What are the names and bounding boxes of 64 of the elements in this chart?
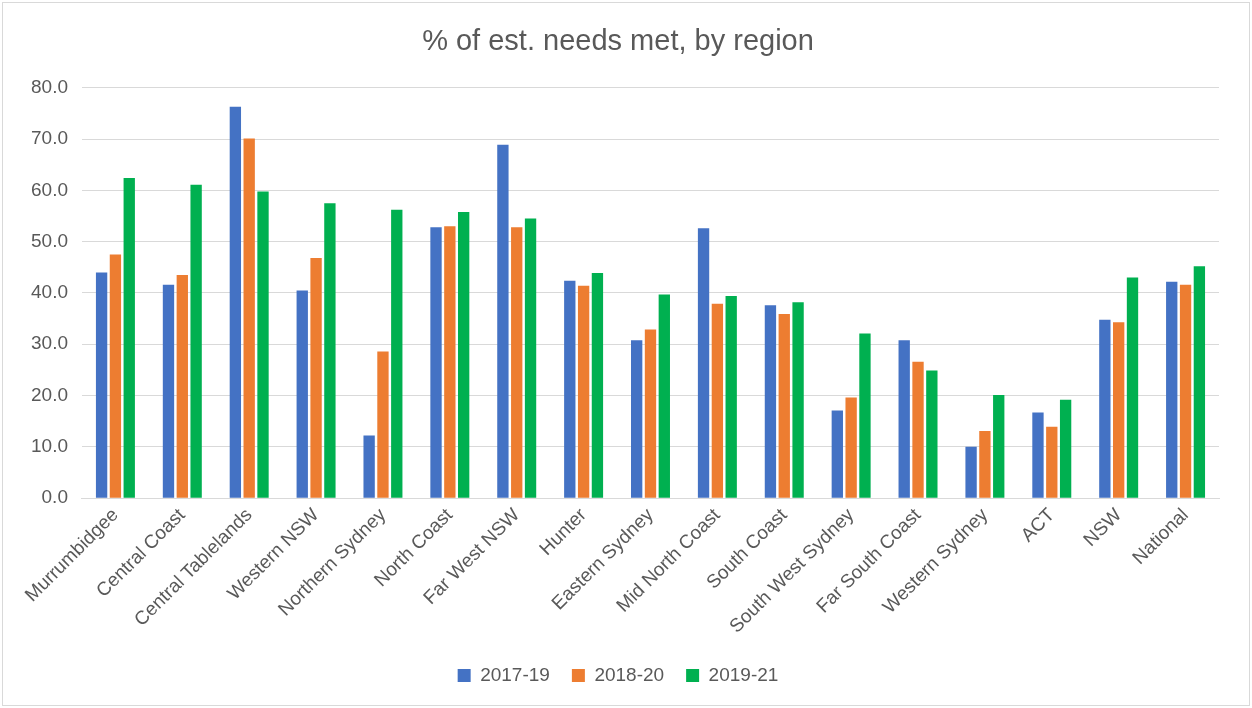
bar [229, 106, 242, 498]
y-tick-label: 30.0 [31, 332, 68, 354]
bar [377, 351, 389, 498]
bar [859, 333, 871, 498]
bar [792, 302, 804, 498]
bar [778, 314, 790, 498]
y-tick-label: 40.0 [31, 281, 68, 303]
bar [711, 303, 724, 498]
bar [831, 410, 843, 498]
bar [363, 435, 375, 498]
legend-label: 2018-20 [594, 663, 665, 685]
bar [123, 178, 135, 498]
bar [912, 361, 924, 498]
bar [1059, 399, 1072, 498]
legend-label: 2019-21 [708, 663, 779, 685]
bar [993, 395, 1005, 498]
bar [176, 275, 188, 498]
bar [1113, 322, 1125, 498]
y-tick-label: 80.0 [31, 76, 68, 98]
bar [725, 296, 737, 498]
chart-title: % of est. needs met, by region [422, 24, 814, 57]
bar [926, 370, 938, 498]
bar [310, 258, 322, 498]
bar [1099, 319, 1111, 498]
bar [243, 138, 255, 498]
bar [979, 430, 991, 498]
bar [190, 184, 202, 498]
bar [658, 294, 670, 498]
bar [1193, 266, 1206, 498]
bar [257, 191, 269, 498]
bar [1179, 284, 1192, 498]
bar [631, 340, 643, 498]
bar [497, 144, 509, 498]
bar [1046, 426, 1058, 498]
bar [697, 228, 710, 498]
y-tick-label: 0.0 [41, 486, 68, 508]
bar [430, 227, 442, 498]
bar [109, 254, 122, 498]
bar [1166, 281, 1178, 498]
bar [591, 272, 604, 498]
bar [1126, 277, 1139, 498]
bar [644, 329, 657, 498]
bar [564, 280, 576, 498]
y-tick-label: 70.0 [31, 127, 68, 149]
bar [764, 305, 777, 498]
bar [511, 227, 523, 498]
bar [845, 397, 857, 498]
bar [444, 226, 456, 498]
bar [1032, 412, 1044, 498]
y-tick-label: 10.0 [31, 435, 68, 457]
y-tick-label: 50.0 [31, 229, 68, 251]
y-tick-label: 20.0 [31, 383, 68, 405]
bar [296, 290, 308, 498]
bar [324, 203, 336, 498]
bar [162, 284, 175, 498]
y-tick-label: 60.0 [31, 178, 68, 200]
bar [391, 209, 403, 498]
legend-label: 2017-19 [480, 663, 550, 685]
bar [95, 272, 108, 498]
bar [524, 218, 537, 498]
bar [577, 285, 590, 498]
bar [965, 446, 977, 498]
bar [898, 340, 910, 498]
bar [457, 211, 470, 498]
